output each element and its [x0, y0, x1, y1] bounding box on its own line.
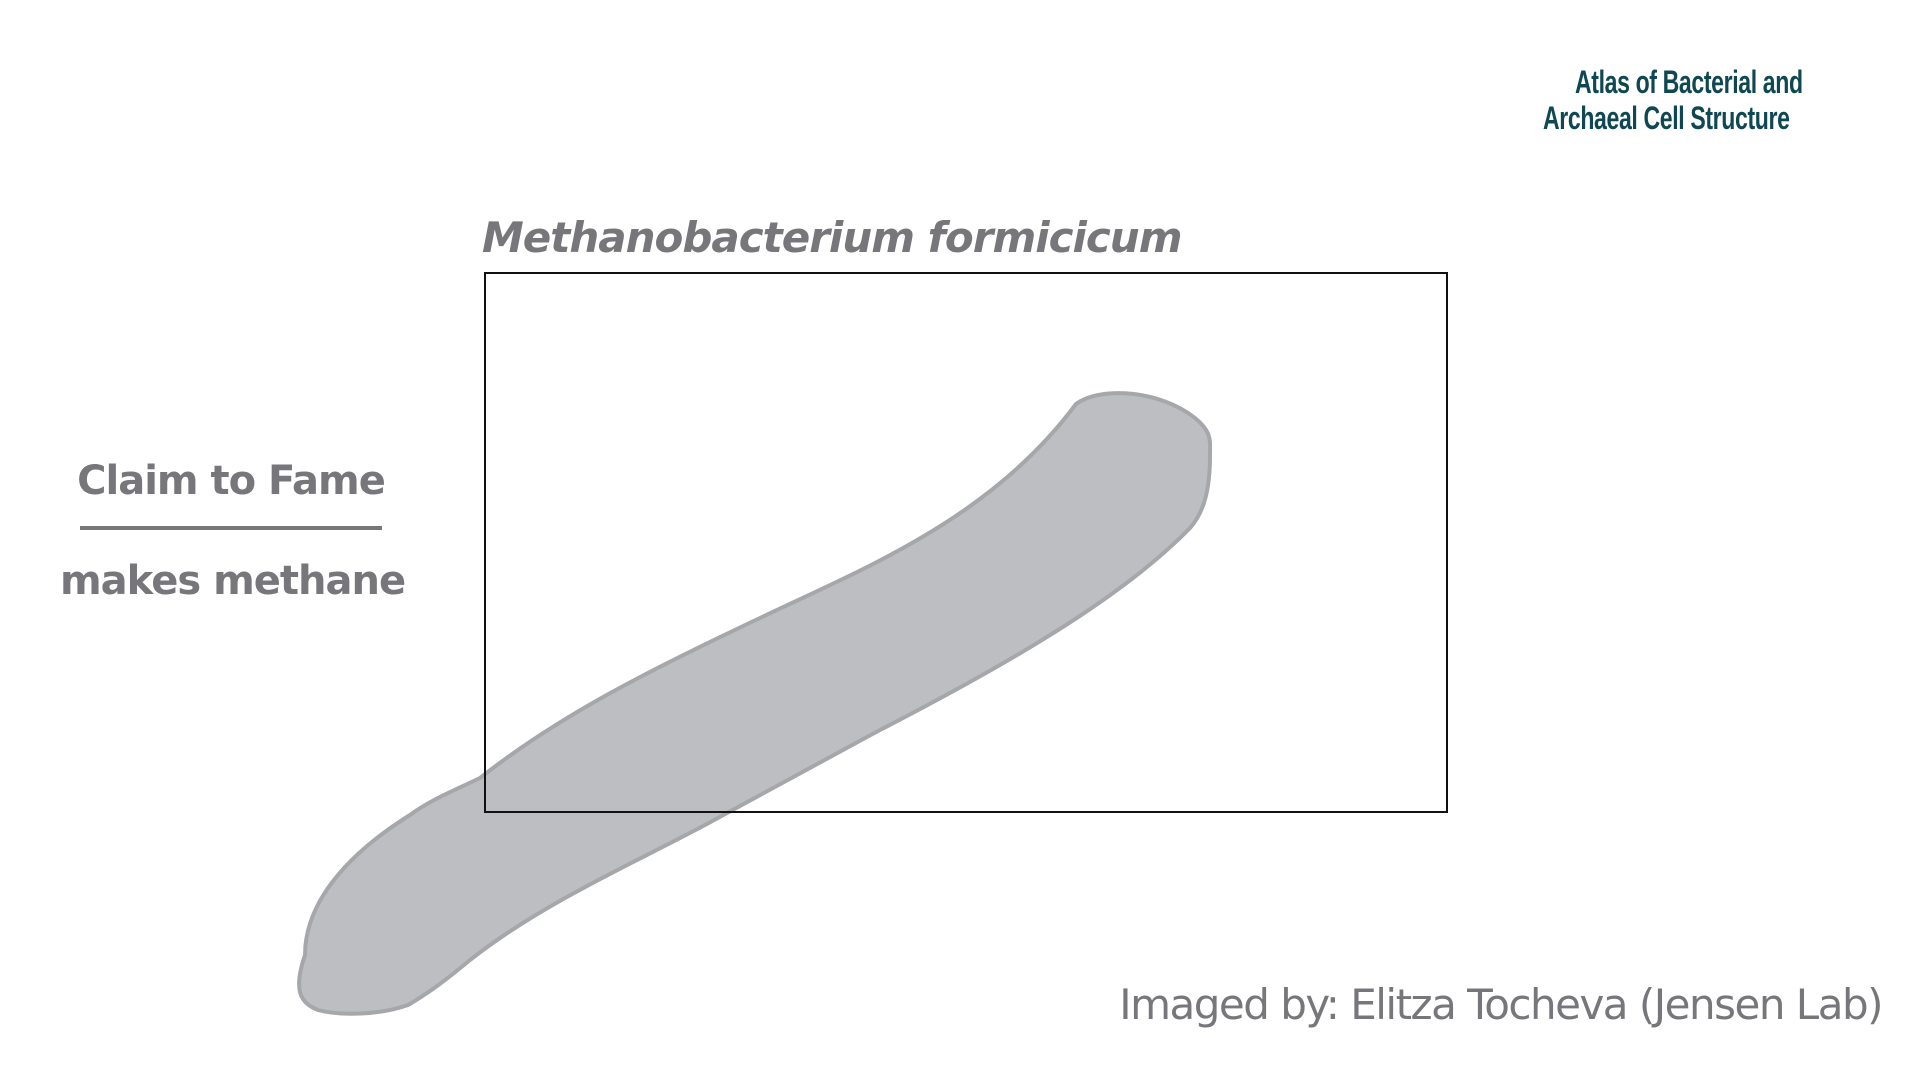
- organism-title: Methanobacterium formicicum: [482, 213, 1182, 262]
- claim-heading: Claim to Fame: [77, 458, 386, 504]
- logo-line-2: Archaeal Cell Structure: [1543, 100, 1790, 136]
- imaging-credit: Imaged by: Elitza Tocheva (Jensen Lab): [1119, 980, 1883, 1029]
- claim-text: makes methane: [60, 558, 406, 604]
- claim-divider: [80, 526, 382, 530]
- image-frame: [484, 272, 1448, 813]
- logo-line-1: Atlas of Bacterial and: [1575, 64, 1803, 100]
- claim-to-fame: Claim to Fame makes methane: [60, 458, 406, 604]
- atlas-logo: Atlas of Bacterial and Archaeal Cell Str…: [1543, 58, 1883, 134]
- methanobacterium-cell: [297, 391, 1213, 1016]
